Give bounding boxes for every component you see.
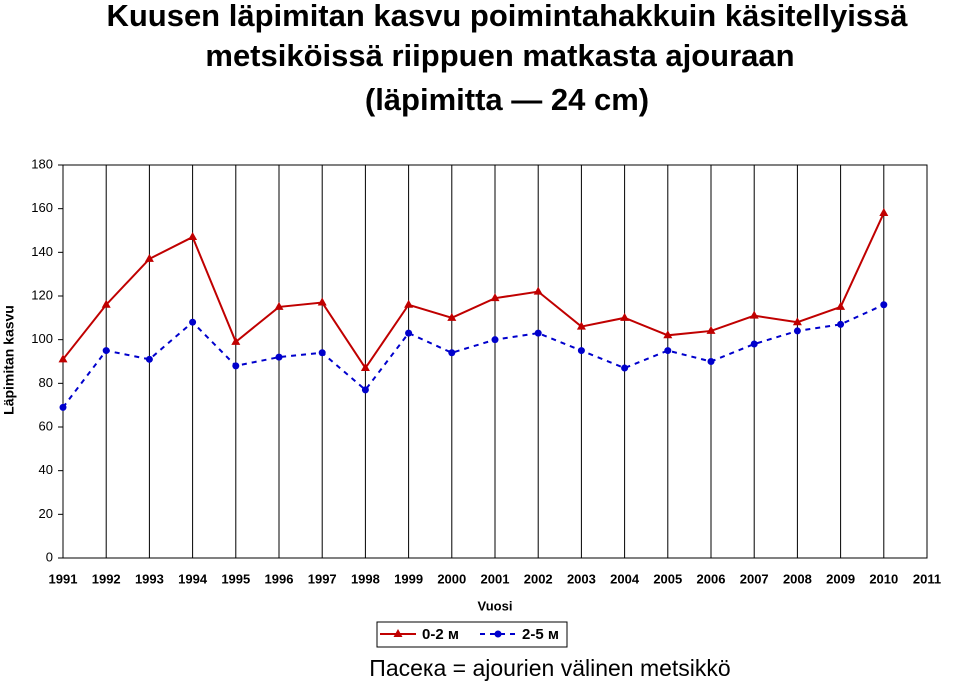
marker	[59, 403, 67, 411]
marker	[749, 310, 759, 319]
x-tick-label: 2006	[697, 571, 726, 586]
marker	[101, 299, 111, 308]
legend-label: 0-2 м	[422, 626, 459, 643]
marker	[879, 208, 889, 217]
y-tick-label: 180	[31, 156, 53, 171]
x-tick-label: 2002	[524, 571, 553, 586]
marker	[750, 340, 758, 348]
y-tick-label: 40	[39, 462, 53, 477]
y-tick-label: 120	[31, 287, 53, 302]
marker	[144, 253, 154, 262]
marker	[706, 325, 716, 334]
marker	[577, 347, 585, 355]
marker	[490, 293, 500, 302]
marker	[663, 330, 673, 339]
x-tick-label: 1991	[49, 571, 78, 586]
x-tick-label: 1992	[92, 571, 121, 586]
marker	[533, 286, 543, 295]
marker	[793, 327, 801, 335]
y-tick-label: 80	[39, 375, 53, 390]
y-tick-label: 140	[31, 244, 53, 259]
legend-label: 2-5 м	[522, 626, 559, 643]
x-tick-label: 2010	[869, 571, 898, 586]
marker	[145, 355, 153, 363]
marker	[664, 347, 672, 355]
marker	[837, 320, 845, 328]
marker	[361, 386, 369, 394]
marker	[620, 312, 630, 321]
marker	[707, 358, 715, 365]
legend-marker	[494, 630, 502, 638]
x-tick-label: 2008	[783, 571, 812, 586]
marker	[274, 301, 284, 310]
marker	[404, 299, 414, 308]
y-tick-label: 20	[39, 506, 53, 521]
x-tick-label: 1997	[308, 571, 337, 586]
series-line	[62, 303, 885, 408]
marker	[448, 349, 456, 357]
x-tick-label: 1998	[351, 571, 380, 586]
x-tick-label: 2011	[913, 571, 941, 586]
marker	[621, 364, 629, 372]
x-tick-label: 2005	[653, 571, 682, 586]
y-tick-label: 160	[31, 200, 53, 215]
marker	[102, 347, 110, 355]
chart-title: (läpimitta — 24 cm)	[365, 82, 649, 117]
marker	[836, 301, 846, 310]
y-axis-label: Läpimitan kasvu	[1, 305, 17, 415]
marker	[405, 329, 413, 337]
chart-title: Kuusen läpimitan kasvu poimintahakkuin k…	[106, 0, 908, 33]
x-tick-label: 1996	[265, 571, 294, 586]
y-tick-label: 60	[39, 418, 53, 433]
x-tick-label: 2004	[610, 571, 640, 586]
chart-title: metsiköissä riippuen matkasta ajouraan	[205, 38, 794, 73]
x-tick-label: 1995	[221, 571, 250, 586]
marker	[880, 301, 888, 309]
marker	[576, 321, 586, 330]
x-tick-label: 2003	[567, 571, 596, 586]
y-tick-label: 100	[31, 331, 53, 346]
marker	[317, 297, 327, 306]
marker	[231, 336, 241, 345]
legend-marker	[393, 629, 403, 637]
y-tick-label: 0	[46, 549, 53, 564]
legend-box	[376, 621, 568, 648]
x-tick-label: 2000	[437, 571, 466, 586]
note: Пасека = ajourien välinen metsikkö	[369, 655, 730, 681]
marker	[275, 353, 283, 361]
marker	[188, 232, 198, 241]
marker	[58, 354, 68, 363]
x-axis-label: Vuosi	[478, 598, 513, 613]
marker	[189, 318, 197, 326]
marker	[792, 317, 802, 326]
marker	[232, 362, 240, 370]
marker	[534, 329, 542, 337]
x-tick-label: 2009	[826, 571, 855, 586]
x-tick-label: 1999	[394, 571, 423, 586]
x-tick-label: 1993	[135, 571, 164, 586]
marker	[447, 312, 457, 321]
marker	[318, 349, 326, 357]
x-tick-label: 1994	[178, 571, 208, 586]
marker	[491, 336, 499, 344]
x-tick-label: 2007	[740, 571, 769, 586]
series-line	[62, 212, 885, 370]
marker	[360, 363, 370, 372]
x-tick-label: 2001	[481, 571, 510, 586]
